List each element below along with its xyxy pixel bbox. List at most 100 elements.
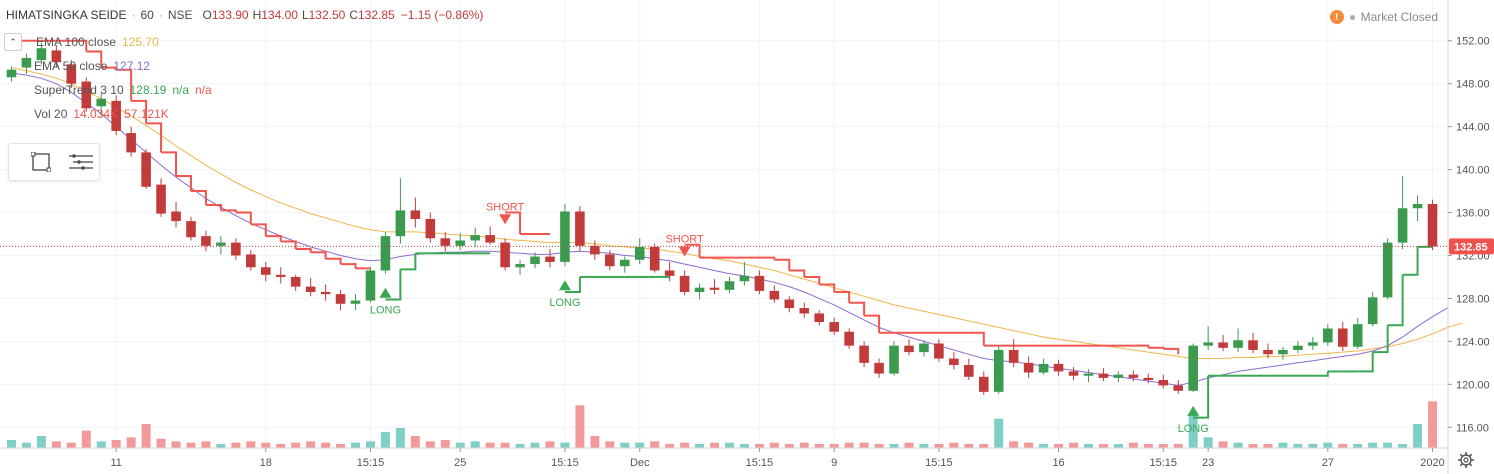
time-tick-label: 16 xyxy=(1052,457,1064,469)
volume-bar xyxy=(1428,401,1438,448)
candle-body xyxy=(410,210,421,219)
supertrend-segment xyxy=(220,209,237,213)
price-axis[interactable]: 152.00148.00144.00140.00136.00132.00128.… xyxy=(1447,0,1494,474)
volume-bar xyxy=(1069,442,1079,448)
rectangle-tool-icon[interactable] xyxy=(30,151,52,173)
ema100-value: 125.70 xyxy=(122,35,159,49)
candle-body xyxy=(485,235,495,243)
supertrend-segment xyxy=(1387,274,1404,327)
separator: · xyxy=(158,8,163,22)
candle-body xyxy=(290,276,301,287)
time-tick-label: 15:15 xyxy=(1150,457,1178,469)
supertrend-segment xyxy=(1357,352,1374,373)
supertrend-segment xyxy=(205,204,222,211)
candle-body xyxy=(365,270,376,301)
warning-icon[interactable]: ! xyxy=(1329,10,1344,24)
volume-bar xyxy=(874,444,884,448)
volume-bar xyxy=(470,441,480,448)
candle-body xyxy=(664,270,675,276)
candle-body xyxy=(993,349,1004,392)
volume-bar xyxy=(6,440,16,448)
candle-body xyxy=(1412,203,1423,209)
candle-body xyxy=(1158,380,1169,386)
price-tick-label: 128.00 xyxy=(1456,293,1490,305)
price-tick-label: 116.00 xyxy=(1456,422,1489,434)
volume-bar xyxy=(1263,444,1273,448)
chart-grid xyxy=(0,0,1448,448)
volume-bar xyxy=(1398,444,1408,448)
short-signal-arrow xyxy=(499,214,512,225)
candle-body xyxy=(350,300,361,304)
volume-bar xyxy=(36,436,46,448)
candle-body xyxy=(1367,297,1378,325)
candle-body xyxy=(1233,340,1243,348)
supertrend-segment xyxy=(265,235,282,242)
candle-body xyxy=(844,331,854,346)
volume-bar xyxy=(425,441,435,448)
time-tick-label: 15:15 xyxy=(357,457,385,469)
supertrend-segment xyxy=(325,257,342,265)
supertrend-segment xyxy=(295,248,312,253)
symbol-name[interactable]: HIMATSINGKA SEIDE xyxy=(6,8,127,22)
candle-body xyxy=(1143,377,1154,381)
price-tick-label: 144.00 xyxy=(1456,122,1490,134)
volume-bar xyxy=(455,442,465,448)
supertrend-segment xyxy=(250,223,267,237)
volume-bar xyxy=(21,442,31,448)
time-tick-label: Dec xyxy=(630,457,650,469)
ema50-value: 127.12 xyxy=(113,59,151,73)
candle-body xyxy=(111,100,121,131)
volume-bar xyxy=(1009,441,1019,448)
volume-bar xyxy=(590,436,600,448)
volume-bar xyxy=(560,442,570,448)
supertrend-segment xyxy=(176,175,192,192)
volume-bar xyxy=(1353,444,1363,448)
volume-bar xyxy=(500,442,510,448)
volume-bar xyxy=(1323,442,1333,448)
volume-bar xyxy=(66,442,76,448)
legend-volume[interactable]: Vol 20 14.034K 57.121K xyxy=(4,102,212,126)
volume-bar xyxy=(620,442,630,448)
volume-bar xyxy=(485,442,495,448)
legend-ema100[interactable]: ⌃ EMA 100 close 125.70 xyxy=(4,30,212,54)
candle-body xyxy=(21,57,32,68)
gear-icon[interactable] xyxy=(1458,452,1474,468)
chevron-up-icon[interactable]: ⌃ xyxy=(4,33,22,51)
volume-bar xyxy=(964,444,974,448)
price-tick-label: 124.00 xyxy=(1456,336,1490,348)
candle-body xyxy=(1098,373,1109,378)
long-signal-label: LONG xyxy=(370,305,401,317)
open-value: 133.90 xyxy=(211,8,249,22)
candle-body xyxy=(1352,324,1363,347)
candle-body xyxy=(1218,342,1228,348)
time-axis[interactable]: 11 18 15:15 25 15:15 Dec 15:15 9 15:15 16 15:15 23 2… xyxy=(0,447,1448,469)
supertrend-segment xyxy=(235,211,252,225)
candle-body xyxy=(36,48,47,61)
candle-body xyxy=(545,256,555,262)
volume-bar xyxy=(1158,444,1168,448)
candle-body xyxy=(709,287,720,290)
volume-bar xyxy=(769,442,779,448)
supertrend-segment xyxy=(310,251,327,259)
volume-bar xyxy=(1128,442,1138,448)
legend-ema50[interactable]: EMA 50 close 127.12 xyxy=(4,54,212,78)
volume-bar xyxy=(919,444,929,448)
candle-body xyxy=(66,64,77,84)
price-tick-label: 148.00 xyxy=(1456,79,1490,91)
list-menu-icon[interactable] xyxy=(69,152,93,172)
volume-bar xyxy=(291,442,301,448)
candle-body xyxy=(530,256,540,265)
legend-supertrend[interactable]: SuperTrend 3 10 128.19 n/a n/a xyxy=(4,78,212,102)
market-status[interactable]: ! Market Closed xyxy=(1329,10,1438,24)
volume-bar xyxy=(126,437,136,448)
supertrend-label: SuperTrend 3 10 xyxy=(34,83,124,97)
time-tick-label: 23 xyxy=(1202,457,1214,469)
supertrend-value-3: n/a xyxy=(195,83,212,97)
candle-body xyxy=(784,299,795,309)
supertrend-segment xyxy=(789,269,806,277)
candle-body xyxy=(425,218,436,239)
volume-bar xyxy=(1188,413,1198,448)
candle-body xyxy=(440,238,451,246)
supertrend-segment xyxy=(385,269,402,301)
